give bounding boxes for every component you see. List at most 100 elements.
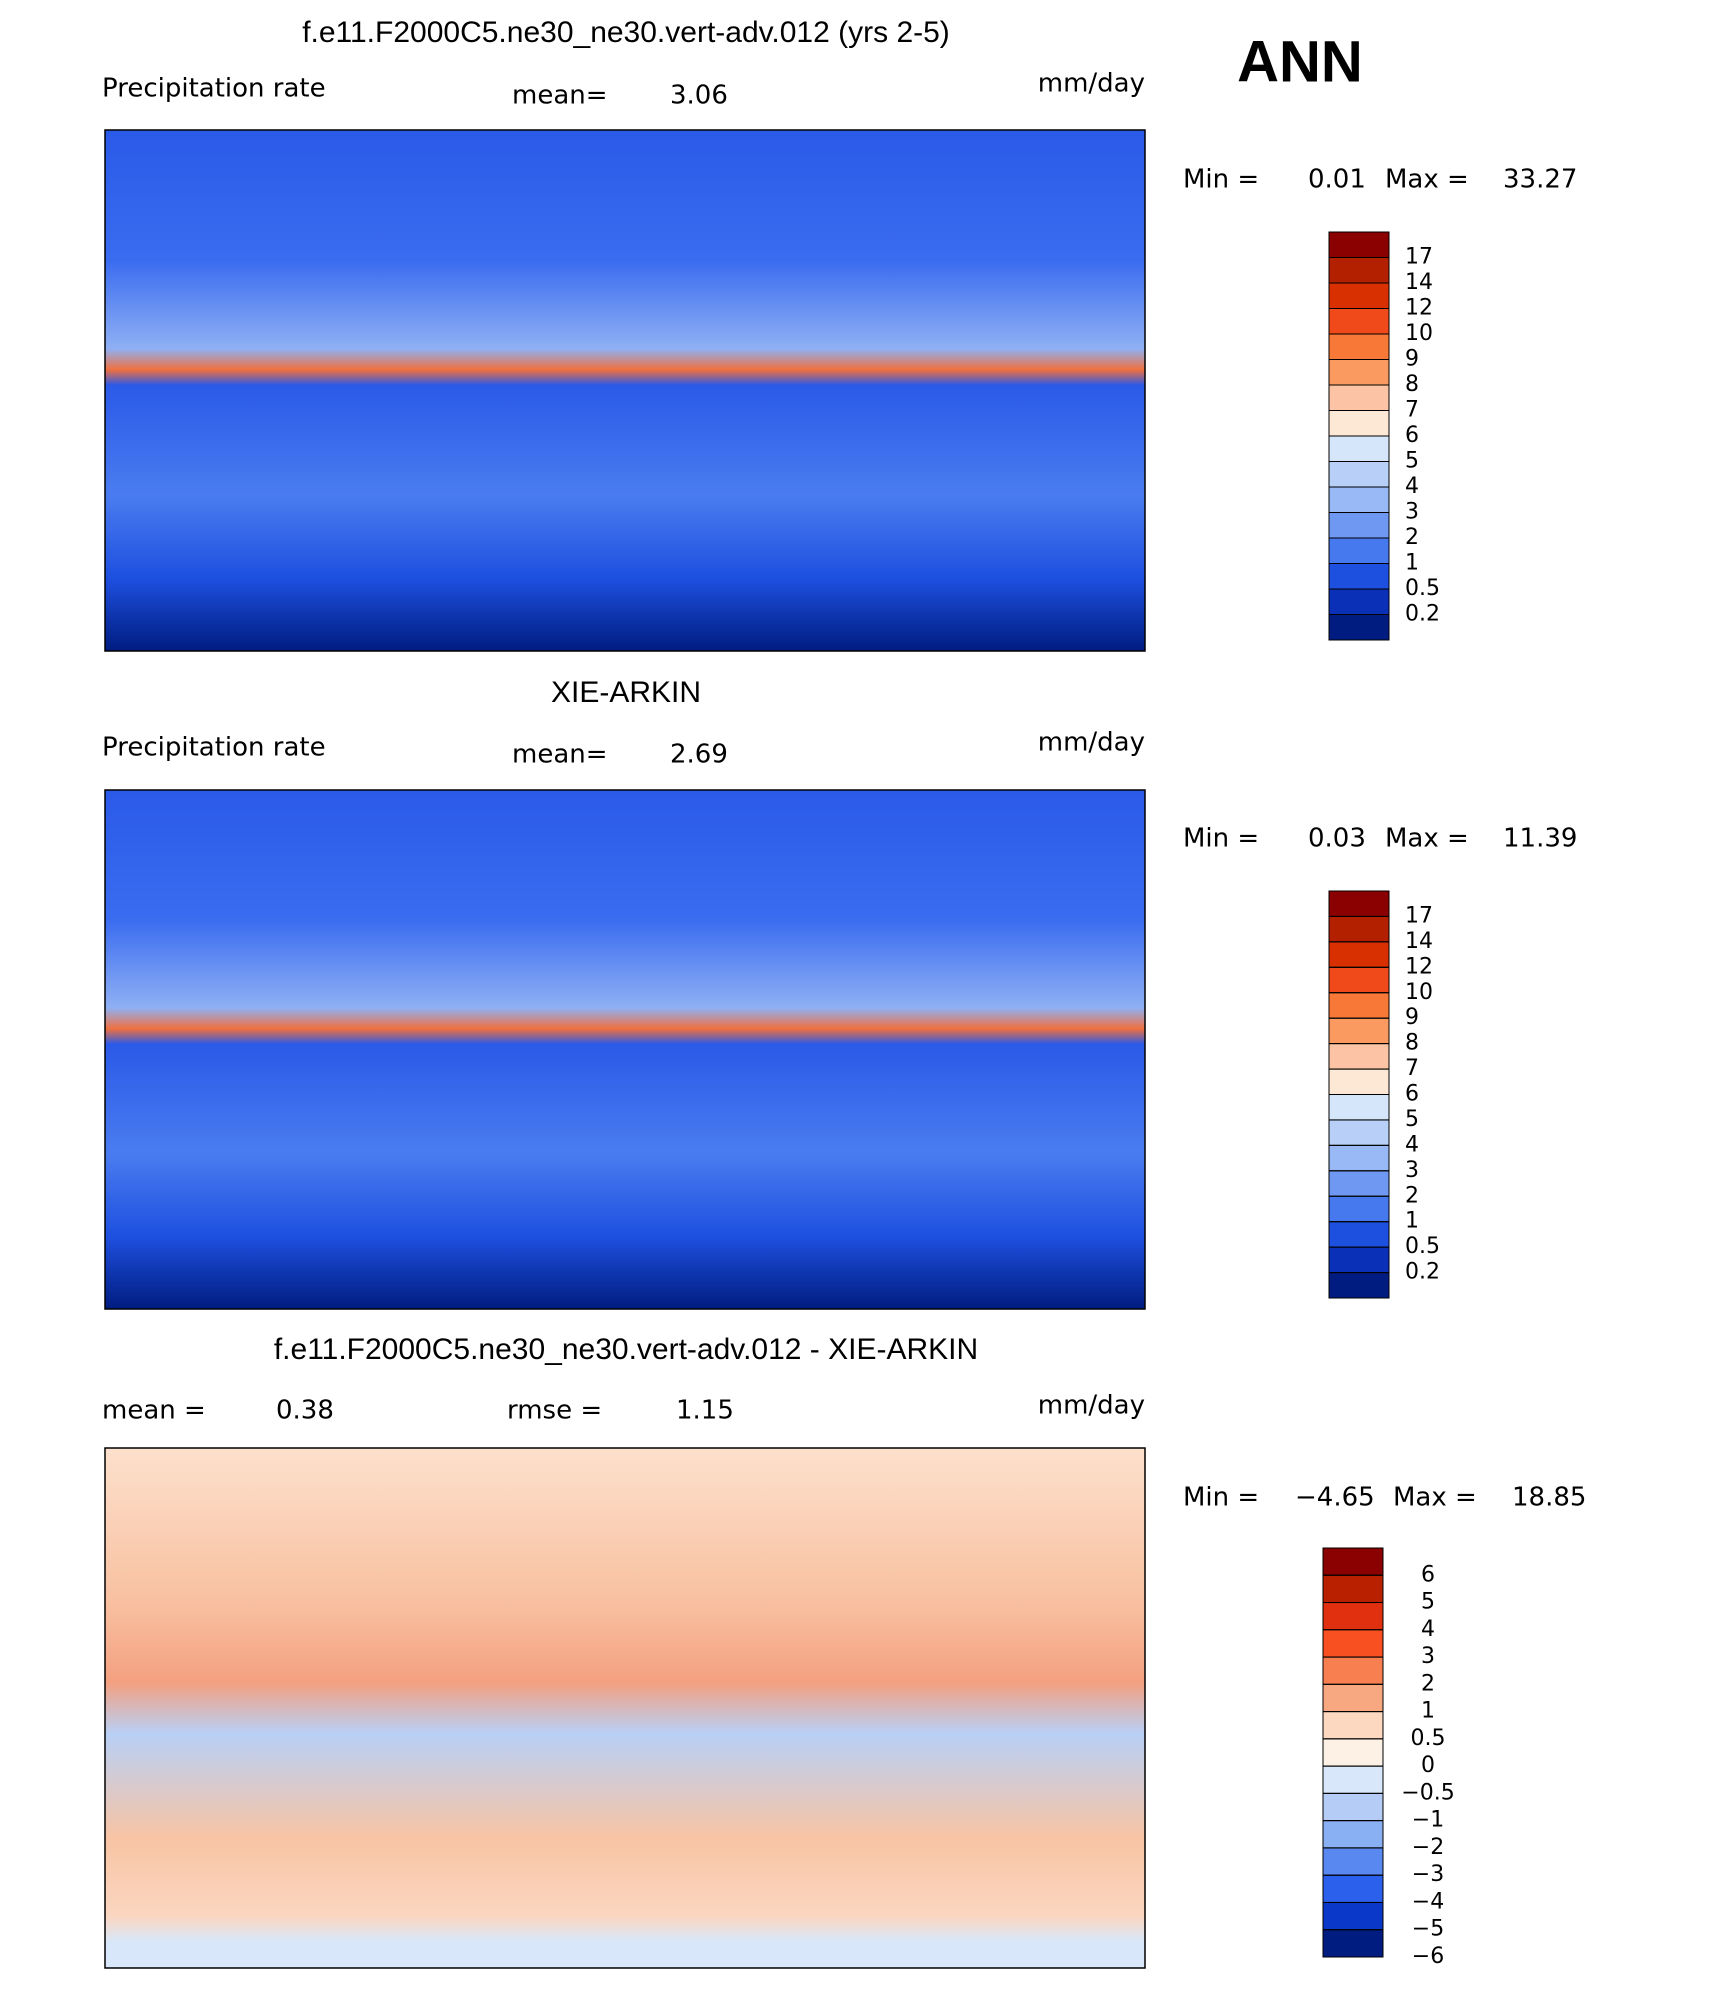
colorbar-box [1328,1094,1390,1121]
colorbar-box [1328,1246,1390,1274]
colorbar-box [1328,1144,1390,1172]
mean-value: 0.38 [276,1396,334,1426]
colorbar-label: 0.5 [1411,1726,1446,1751]
map [104,789,1146,1310]
colorbar-box [1328,461,1390,488]
colorbar-box [1322,1929,1384,1958]
colorbar-label: 10 [1405,321,1433,346]
max-value: 18.85 [1512,1483,1586,1513]
rmse-label: rmse = [507,1396,602,1426]
colorbar-box [1322,1656,1384,1685]
colorbar-label: 5 [1405,1107,1419,1132]
colorbar-label: 10 [1405,980,1433,1005]
max-label: Max = [1385,165,1469,195]
rmse-value: 1.15 [676,1396,734,1426]
colorbar-label: 8 [1405,372,1419,397]
colorbar-label: 5 [1421,1590,1435,1615]
colorbar-label: 0.2 [1405,602,1440,627]
colorbar-label: 6 [1421,1562,1435,1587]
map [104,1447,1146,1969]
colorbar-label: −6 [1412,1944,1444,1969]
colorbar-box [1328,333,1390,360]
min-value: 0.03 [1308,824,1366,854]
colorbar-box [1328,1017,1390,1045]
colorbar-box [1328,1068,1390,1095]
colorbar-label: 7 [1405,398,1419,423]
colorbar-box [1322,1738,1384,1767]
colorbar-box [1328,992,1390,1019]
colorbar-box [1328,966,1390,994]
max-value: 33.27 [1503,165,1577,195]
colorbar-box [1322,1847,1384,1876]
colorbar-label: 3 [1405,1158,1419,1183]
colorbar-box [1328,1043,1390,1070]
colorbar-label: −1 [1412,1808,1444,1833]
colorbar-label: 0.2 [1405,1260,1440,1285]
colorbar-box [1328,537,1390,564]
colorbar-label: 14 [1405,929,1433,954]
colorbar-label: −0.5 [1401,1780,1454,1805]
field-name: Precipitation rate [102,74,326,104]
colorbar-box [1322,1901,1384,1931]
mean-value: 3.06 [670,81,728,111]
colorbar-box [1322,1683,1384,1713]
colorbar-label: 12 [1405,954,1433,979]
colorbar-box [1328,915,1390,943]
colorbar-label: −2 [1412,1835,1444,1860]
colorbar-label: 7 [1405,1056,1419,1081]
panel-title: f.e11.F2000C5.ne30_ne30.vert-adv.012 - X… [274,1333,978,1366]
colorbar-box [1328,1119,1390,1146]
colorbar-label: 2 [1405,525,1419,550]
colorbar-label: 4 [1405,474,1419,499]
min-value: 0.01 [1308,165,1366,195]
colorbar-label: 17 [1405,903,1433,928]
colorbar-label: 9 [1405,347,1419,372]
colorbar-box [1322,1820,1384,1849]
colorbar-label: 3 [1405,500,1419,525]
colorbar-box [1322,1792,1384,1822]
colorbar-box [1328,231,1390,258]
colorbar-label: 9 [1405,1005,1419,1030]
mean-label: mean= [512,740,608,770]
min-label: Min = [1183,824,1259,854]
colorbar-label: 12 [1405,296,1433,321]
colorbar-box [1322,1574,1384,1604]
colorbar-box [1328,890,1390,917]
colorbar-box [1328,435,1390,462]
colorbar-label: −3 [1412,1862,1444,1887]
colorbar-label: 1 [1405,551,1419,576]
colorbar-label: 14 [1405,270,1433,295]
colorbar-box [1328,1221,1390,1248]
max-value: 11.39 [1503,824,1577,854]
field-name: Precipitation rate [102,733,326,763]
colorbar-box [1328,1170,1390,1197]
colorbar-label: 6 [1405,423,1419,448]
max-label: Max = [1385,824,1469,854]
colorbar-label: 5 [1405,449,1419,474]
colorbar-box [1328,588,1390,615]
colorbar-box [1328,308,1390,335]
colorbar-label: −5 [1412,1917,1444,1942]
colorbar-label: 1 [1421,1699,1435,1724]
colorbar-box [1328,486,1390,513]
colorbar-label: 0 [1421,1753,1435,1778]
colorbar-box [1328,282,1390,309]
min-label: Min = [1183,165,1259,195]
colorbar-label: 2 [1405,1183,1419,1208]
panel-title: XIE-ARKIN [551,676,701,709]
colorbar-box [1328,512,1390,539]
colorbar-label: 6 [1405,1082,1419,1107]
min-value: −4.65 [1295,1483,1375,1513]
units: mm/day [1038,728,1145,758]
colorbar-box [1322,1874,1384,1903]
colorbar-box [1328,614,1390,641]
max-label: Max = [1393,1483,1477,1513]
colorbar-label: 3 [1421,1644,1435,1669]
colorbar-box [1328,1195,1390,1223]
panel-title: f.e11.F2000C5.ne30_ne30.vert-adv.012 (yr… [302,16,950,49]
colorbar-label: 17 [1405,245,1433,270]
colorbar-box [1328,410,1390,437]
colorbar-box [1328,941,1390,968]
colorbar-box [1328,1272,1390,1299]
